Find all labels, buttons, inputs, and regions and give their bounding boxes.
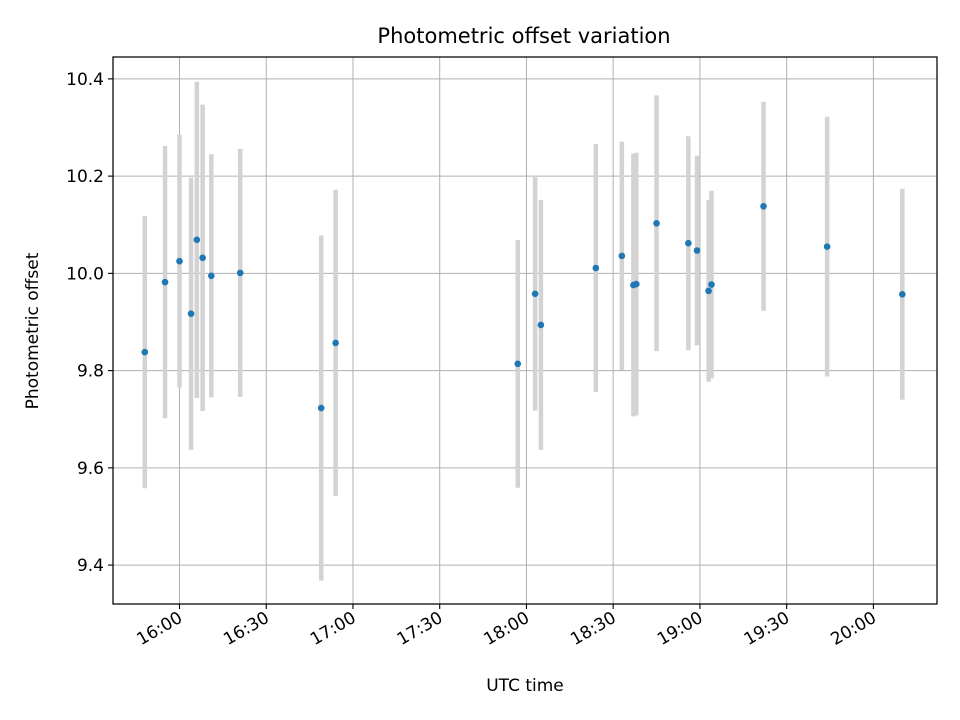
y-tick-label: 9.6: [77, 459, 104, 479]
data-points: [141, 202, 906, 412]
data-point: [141, 348, 149, 356]
data-point: [760, 202, 767, 210]
data-point: [193, 236, 201, 244]
data-point: [823, 243, 831, 250]
y-tick-label: 9.8: [77, 362, 104, 382]
y-tick-label: 9.4: [77, 556, 104, 576]
x-axis-label: UTC time: [486, 676, 564, 696]
data-point: [537, 321, 545, 329]
data-point: [514, 360, 522, 368]
plot-frame: [112, 56, 938, 605]
data-point: [705, 287, 712, 295]
y-tick-label: 10.2: [66, 167, 104, 187]
data-point: [199, 254, 206, 262]
data-point: [592, 264, 600, 272]
data-point: [618, 252, 626, 260]
data-point: [693, 247, 701, 254]
data-point: [653, 219, 660, 227]
chart-title: Photometric offset variation: [377, 24, 670, 48]
y-axis: 9.4 9.6 9.8 10.0 10.2 10.4: [66, 70, 113, 576]
data-point: [187, 310, 195, 318]
data-point: [685, 239, 692, 247]
y-tick-label: 10.4: [66, 70, 104, 90]
data-point: [708, 281, 715, 288]
data-point: [317, 404, 325, 412]
data-point: [633, 280, 640, 288]
data-point: [161, 278, 169, 286]
data-point: [531, 290, 539, 298]
y-axis-label: Photometric offset: [23, 252, 43, 409]
data-point: [332, 339, 339, 347]
grid: [113, 57, 937, 604]
data-point: [899, 290, 906, 298]
data-point: [176, 257, 183, 265]
y-tick-label: 10.0: [66, 264, 104, 284]
data-point: [236, 269, 244, 277]
data-point: [208, 272, 215, 280]
